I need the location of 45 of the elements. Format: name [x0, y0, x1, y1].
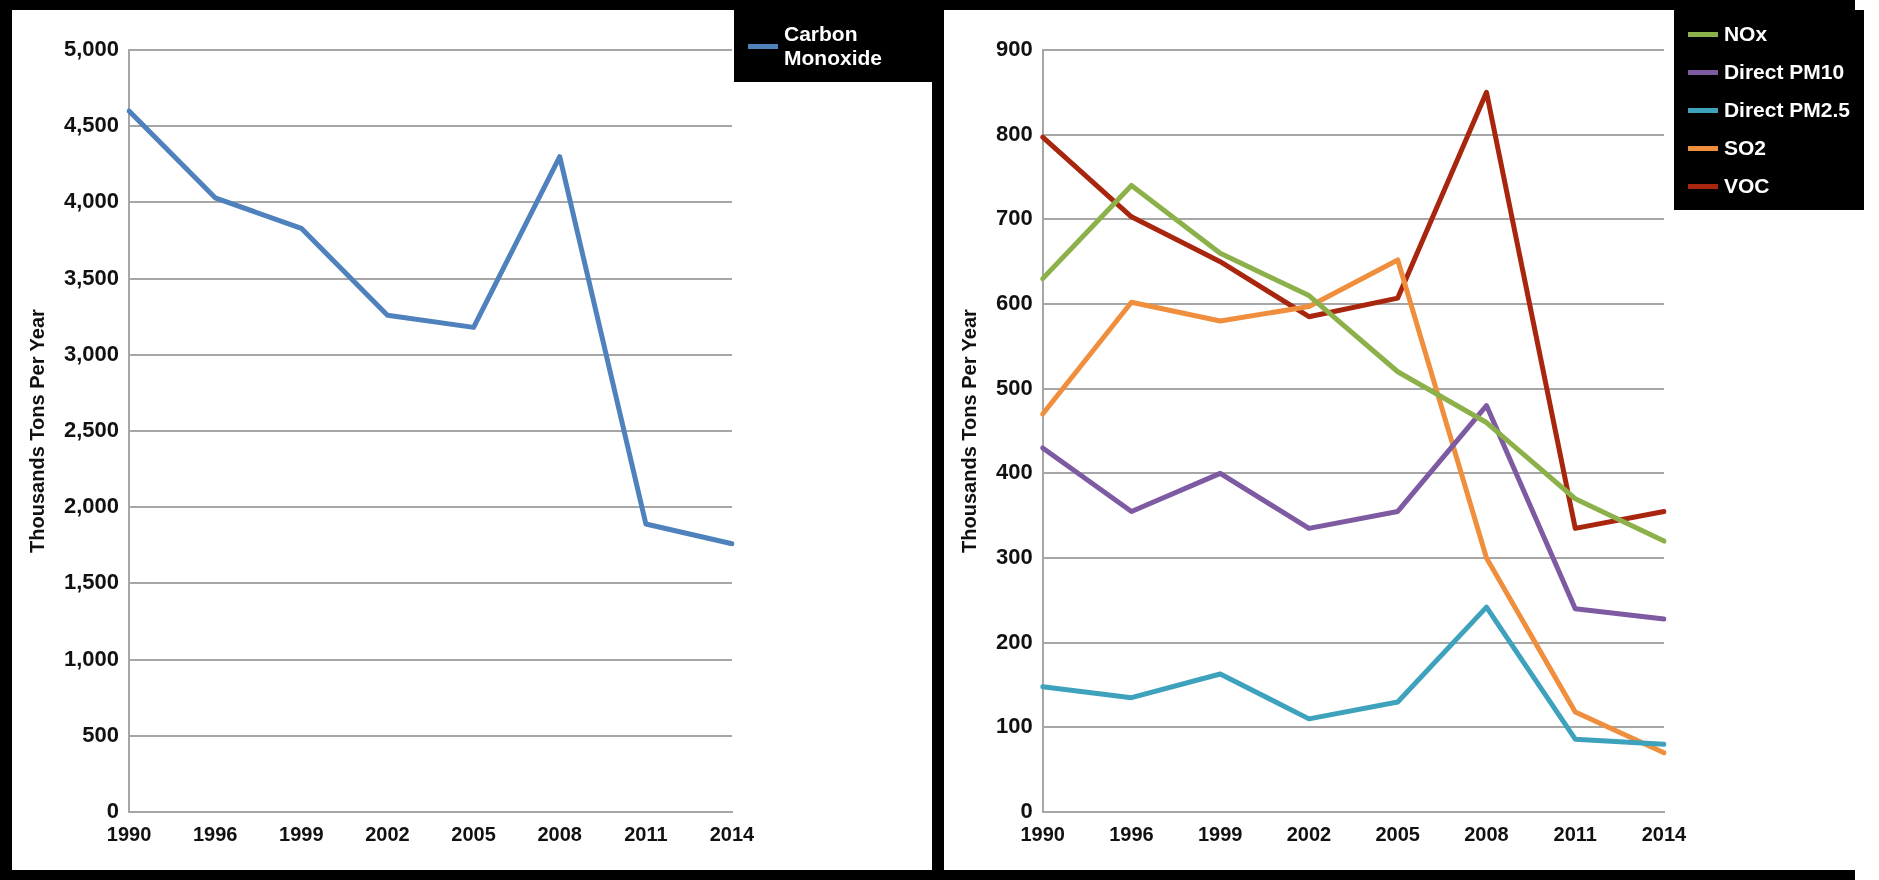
x-tick-label: 2011 [1553, 822, 1597, 845]
y-tick-label: 200 [995, 628, 1033, 654]
x-tick-label: 2011 [624, 822, 668, 845]
x-tick-label: 2014 [709, 822, 756, 845]
y-tick-label: 600 [995, 290, 1033, 316]
x-tick-label: 2002 [365, 822, 410, 845]
x-tick-label: 1999 [1197, 822, 1243, 845]
y-tick-label: 1,000 [63, 645, 120, 671]
y-tick-label: 3,500 [63, 264, 120, 290]
legend-label: Direct PM2.5 [1723, 98, 1850, 122]
x-tick-label: 1990 [1020, 822, 1065, 845]
x-tick-label: 1996 [192, 822, 238, 845]
y-tick-label: 700 [995, 205, 1033, 231]
y-tick-label: 0 [1020, 798, 1033, 824]
y-tick-label: 500 [82, 721, 120, 747]
x-tick-label: 1996 [1109, 822, 1154, 845]
x-tick-label: 2008 [537, 822, 582, 845]
y-tick-label: 400 [995, 459, 1033, 485]
y-tick-label: 2,000 [63, 493, 120, 519]
y-axis-title: Thousands Tons Per Year [25, 308, 48, 553]
y-tick-label: 0 [106, 798, 120, 824]
legend-label: Carbon Monoxide [784, 22, 883, 70]
x-tick-label: 2014 [1641, 822, 1688, 845]
y-tick-label: 4,000 [63, 188, 120, 214]
y-tick-label: 900 [995, 36, 1033, 62]
legend-label: NOx [1723, 22, 1768, 46]
legend-label: Direct PM10 [1723, 60, 1845, 84]
y-tick-label: 100 [995, 713, 1033, 739]
x-tick-label: 2002 [1286, 822, 1332, 845]
y-tick-label: 500 [995, 374, 1033, 400]
legend-label: SO2 [1723, 136, 1766, 160]
y-tick-label: 2,500 [63, 417, 120, 443]
y-tick-label: 4,500 [63, 112, 120, 138]
y-axis-title: Thousands Tons Per Year [957, 308, 980, 553]
y-tick-label: 3,000 [63, 340, 120, 366]
x-tick-label: 1999 [279, 822, 324, 845]
y-tick-label: 1,500 [63, 569, 120, 595]
x-tick-label: 2005 [451, 822, 496, 845]
x-tick-label: 2005 [1375, 822, 1420, 845]
y-tick-label: 800 [995, 120, 1033, 146]
x-tick-label: 2008 [1464, 822, 1509, 845]
legend-label: VOC [1723, 174, 1770, 198]
y-tick-label: 300 [995, 544, 1033, 570]
y-tick-label: 5,000 [63, 36, 120, 62]
x-tick-label: 1990 [106, 822, 152, 845]
